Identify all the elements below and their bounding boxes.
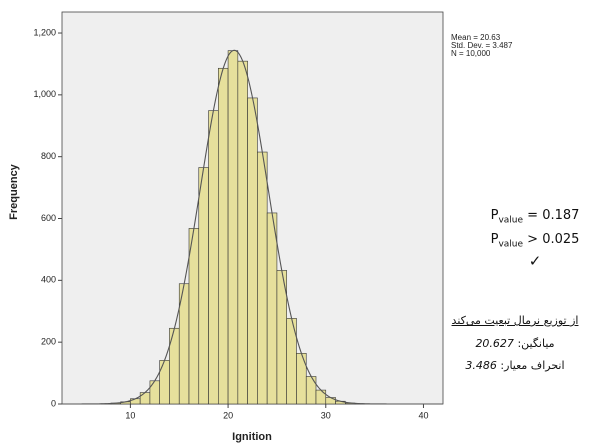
mean-value: 20.627	[475, 337, 514, 350]
bar	[188, 228, 200, 405]
conclusion: از توزیع نرمال تبعیت می‌کند	[451, 314, 579, 327]
p-symbol: P	[490, 232, 499, 247]
x-tick-label: 20	[223, 410, 233, 420]
bar	[139, 392, 151, 405]
bar	[296, 352, 307, 405]
bar	[266, 212, 278, 405]
bar	[208, 110, 219, 405]
sd-label: انحراف معیار:	[500, 359, 565, 372]
mean-line: میانگین: 20.627	[430, 337, 600, 350]
normal-curve	[62, 49, 443, 405]
y-tick-label: 200	[41, 337, 56, 347]
bar	[325, 397, 336, 405]
mean-label: میانگین:	[517, 337, 555, 350]
x-tick-label: 30	[321, 410, 331, 420]
bar	[315, 389, 327, 405]
y-tick-label: 1,000	[33, 89, 56, 99]
p-rest: > 0.025	[523, 232, 580, 247]
stat-label: Std. Dev. = 3.487	[451, 41, 513, 50]
x-tick-label: 10	[125, 410, 135, 420]
checkmark: ✓	[528, 252, 542, 270]
y-tick-label: 0	[51, 398, 56, 408]
stat-label: Mean = 20.63	[451, 33, 501, 42]
bar	[130, 398, 141, 405]
bar	[247, 97, 258, 405]
x-axis-title: Ignition	[232, 431, 272, 443]
bar	[305, 376, 317, 405]
p-threshold: Pvalue > 0.025	[470, 232, 600, 250]
y-tick-label: 1,200	[33, 27, 56, 37]
bar	[218, 67, 229, 405]
sd-value: 3.486	[465, 359, 497, 372]
p-value: Pvalue = 0.187	[470, 208, 600, 226]
bar	[149, 380, 160, 405]
p-rest: = 0.187	[523, 208, 580, 223]
y-tick-label: 800	[41, 151, 56, 161]
p-sub: value	[498, 215, 524, 226]
sd-line: انحراف معیار: 3.486	[430, 359, 600, 372]
y-tick-label: 400	[41, 275, 56, 285]
bar	[237, 60, 248, 405]
p-sub: value	[498, 239, 524, 250]
bar	[227, 50, 239, 405]
x-tick-label: 40	[418, 410, 428, 420]
y-axis-title: Frequency	[8, 163, 20, 220]
stat-label: N = 10,000	[451, 49, 491, 58]
p-symbol: P	[490, 208, 499, 223]
y-tick-label: 600	[41, 213, 56, 223]
bar	[159, 360, 170, 405]
bar	[257, 151, 268, 405]
bar	[198, 167, 209, 405]
